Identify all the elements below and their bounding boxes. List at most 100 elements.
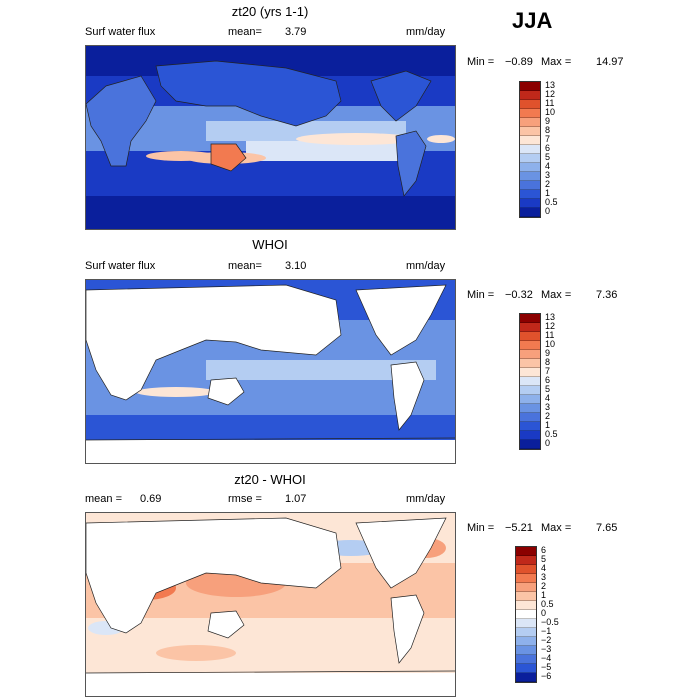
colorbar-swatch bbox=[520, 127, 540, 136]
colorbar-tick-label: 0 bbox=[541, 608, 547, 618]
colorbar-swatch bbox=[516, 637, 536, 646]
colorbar-tick-label: 0.5 bbox=[545, 197, 558, 207]
colorbar-tick-label: −6 bbox=[541, 671, 552, 681]
panel1-map bbox=[85, 45, 456, 230]
colorbar-tick-label: 11 bbox=[545, 330, 555, 340]
colorbar-swatch bbox=[516, 610, 536, 619]
panel3-max-label: Max = bbox=[541, 522, 572, 534]
colorbar-tick-label: 9 bbox=[545, 348, 551, 358]
colorbar-swatch bbox=[516, 574, 536, 583]
colorbar-swatch bbox=[516, 592, 536, 601]
colorbar-swatch bbox=[520, 332, 540, 341]
colorbar-swatch bbox=[520, 386, 540, 395]
panel2-min-label: Min = bbox=[467, 289, 495, 301]
panel2-mean-value: 3.10 bbox=[285, 260, 307, 272]
colorbar-swatch bbox=[520, 341, 540, 350]
panel3-max-value: 7.65 bbox=[596, 522, 618, 534]
colorbar-swatch bbox=[520, 359, 540, 368]
colorbar-swatch bbox=[516, 673, 536, 682]
colorbar-tick-label: 2 bbox=[545, 179, 551, 189]
colorbar-tick-label: 12 bbox=[545, 321, 556, 331]
colorbar-tick-label: 0.5 bbox=[541, 599, 554, 609]
panel3-title: zt20 - WHOI bbox=[234, 472, 306, 487]
colorbar-tick-label: 7 bbox=[545, 366, 551, 376]
colorbar-tick-label: −1 bbox=[541, 626, 552, 636]
colorbar-tick-label: 4 bbox=[545, 393, 551, 403]
panel3-min-value: −5.21 bbox=[505, 522, 533, 534]
panel3-units: mm/day bbox=[406, 493, 446, 505]
panel2-map bbox=[85, 279, 456, 464]
colorbar-swatch bbox=[520, 440, 540, 449]
colorbar-tick-label: 5 bbox=[541, 554, 547, 564]
panel1-min-value: −0.89 bbox=[505, 56, 533, 68]
colorbar-tick-label: 8 bbox=[545, 125, 551, 135]
panel1-colorbar bbox=[519, 81, 541, 218]
colorbar-swatch bbox=[520, 82, 540, 91]
panel2-mean-label: mean= bbox=[228, 260, 262, 272]
colorbar-tick-label: 6 bbox=[545, 143, 551, 153]
colorbar-tick-label: 0 bbox=[545, 438, 551, 448]
colorbar-tick-label: 13 bbox=[545, 80, 556, 90]
colorbar-swatch bbox=[520, 172, 540, 181]
colorbar-tick-label: 8 bbox=[545, 357, 551, 367]
colorbar-tick-label: −3 bbox=[541, 644, 552, 654]
colorbar-swatch bbox=[520, 323, 540, 332]
panel1-mean-value: 3.79 bbox=[285, 26, 307, 38]
colorbar-swatch bbox=[520, 422, 540, 431]
panel3-map bbox=[85, 512, 456, 697]
colorbar-tick-label: 5 bbox=[545, 152, 551, 162]
colorbar-swatch bbox=[520, 404, 540, 413]
colorbar-swatch bbox=[516, 556, 536, 565]
colorbar-swatch bbox=[520, 413, 540, 422]
panel3-rmse-value: 1.07 bbox=[285, 493, 307, 505]
colorbar-swatch bbox=[516, 565, 536, 574]
season-label: JJA bbox=[512, 8, 553, 33]
colorbar-swatch bbox=[520, 109, 540, 118]
panel1-min-label: Min = bbox=[467, 56, 495, 68]
panel1-units: mm/day bbox=[406, 26, 446, 38]
panel1-title: zt20 (yrs 1-1) bbox=[231, 4, 309, 19]
colorbar-tick-label: 7 bbox=[545, 134, 551, 144]
colorbar-tick-label: 0.5 bbox=[545, 429, 558, 439]
colorbar-tick-label: 3 bbox=[541, 572, 547, 582]
panel3-rmse-label: rmse = bbox=[228, 493, 262, 505]
colorbar-tick-label: 0 bbox=[545, 206, 551, 216]
colorbar-tick-label: 4 bbox=[541, 563, 547, 573]
colorbar-tick-label: −5 bbox=[541, 662, 552, 672]
colorbar-tick-label: 4 bbox=[545, 161, 551, 171]
colorbar-swatch bbox=[516, 601, 536, 610]
colorbar-swatch bbox=[520, 368, 540, 377]
colorbar-tick-label: −4 bbox=[541, 653, 552, 663]
colorbar-swatch bbox=[520, 100, 540, 109]
colorbar-tick-label: 3 bbox=[545, 402, 551, 412]
colorbar-swatch bbox=[516, 547, 536, 556]
colorbar-swatch bbox=[520, 163, 540, 172]
colorbar-tick-label: 2 bbox=[541, 581, 547, 591]
panel1-max-value: 14.97 bbox=[596, 56, 624, 68]
colorbar-tick-label: 9 bbox=[545, 116, 551, 126]
panel1-max-label: Max = bbox=[541, 56, 572, 68]
colorbar-swatch bbox=[516, 646, 536, 655]
panel1-mean-label: mean= bbox=[228, 26, 262, 38]
colorbar-swatch bbox=[520, 154, 540, 163]
colorbar-tick-label: 6 bbox=[541, 545, 547, 555]
colorbar-swatch bbox=[516, 619, 536, 628]
panel3-colorbar bbox=[515, 546, 537, 683]
colorbar-swatch bbox=[520, 145, 540, 154]
panel3-mean-value: 0.69 bbox=[140, 493, 162, 505]
colorbar-tick-label: 2 bbox=[545, 411, 551, 421]
panel2-title: WHOI bbox=[252, 237, 288, 252]
colorbar-swatch bbox=[520, 208, 540, 217]
panel2-max-label: Max = bbox=[541, 289, 572, 301]
panel2-max-value: 7.36 bbox=[596, 289, 618, 301]
colorbar-tick-label: 10 bbox=[545, 339, 556, 349]
colorbar-swatch bbox=[520, 136, 540, 145]
colorbar-tick-label: 1 bbox=[545, 188, 551, 198]
colorbar-tick-label: 1 bbox=[545, 420, 551, 430]
colorbar-tick-label: 11 bbox=[545, 98, 555, 108]
panel3-min-label: Min = bbox=[467, 522, 495, 534]
colorbar-swatch bbox=[516, 655, 536, 664]
colorbar-swatch bbox=[516, 664, 536, 673]
colorbar-swatch bbox=[520, 431, 540, 440]
panel2-units: mm/day bbox=[406, 260, 446, 272]
